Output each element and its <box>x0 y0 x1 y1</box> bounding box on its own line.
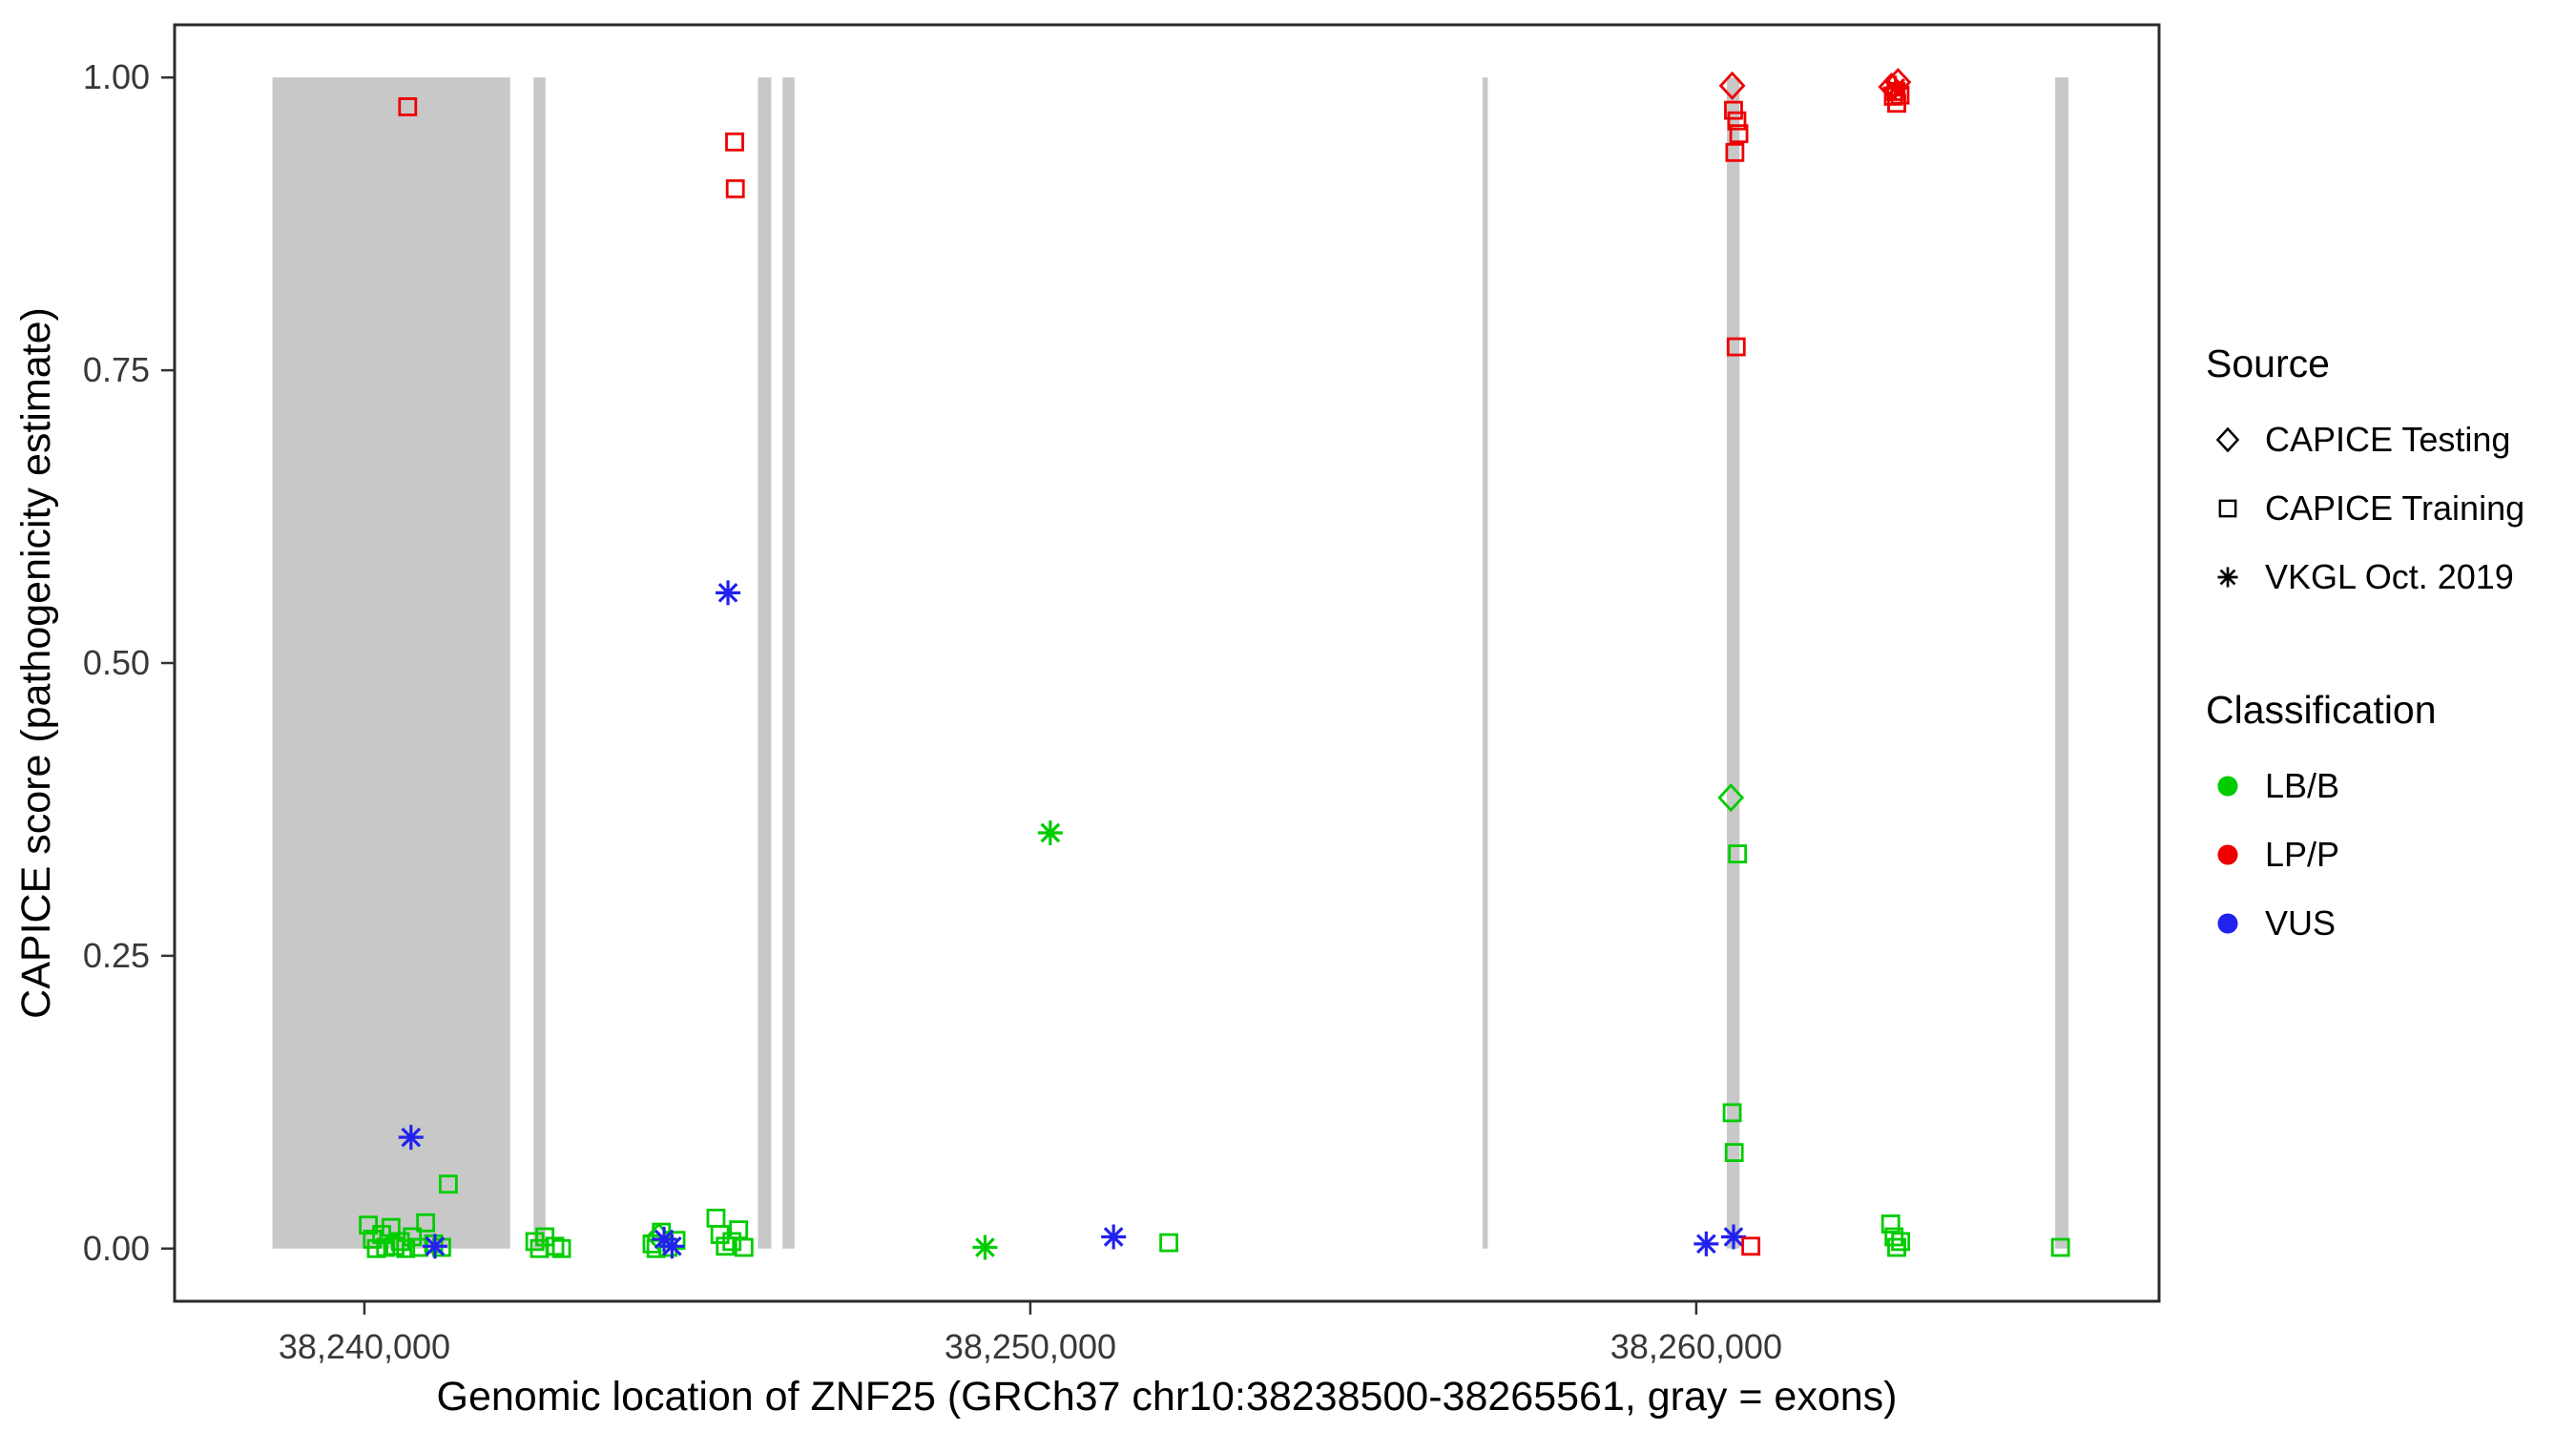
blue-dot-icon <box>2206 902 2250 945</box>
y-tick-label: 0.50 <box>83 643 150 682</box>
exon-band <box>1482 77 1488 1249</box>
legend-label-capice-training: CAPICE Training <box>2265 488 2525 528</box>
data-point-square <box>1887 1237 1906 1257</box>
legend-section-source: Source CAPICE Testing CAPICE Training <box>2206 342 2524 612</box>
green-dot-icon <box>2206 764 2250 808</box>
data-point-square <box>725 178 745 198</box>
panel-border <box>173 23 2161 1303</box>
exon-band <box>272 77 510 1249</box>
legend-classification-title: Classification <box>2206 688 2437 732</box>
legend-item-vkgl: VKGL Oct. 2019 <box>2206 543 2524 612</box>
data-point-square <box>706 1208 726 1228</box>
data-point-square <box>1728 844 1748 863</box>
data-point-square <box>551 1238 571 1258</box>
legend-item-vus: VUS <box>2206 889 2524 958</box>
data-point-square <box>729 1220 749 1240</box>
exon-band <box>533 77 546 1249</box>
data-point-square <box>1722 1103 1742 1123</box>
legend-item-lpp: LP/P <box>2206 820 2524 889</box>
data-point-asterisk <box>716 580 741 606</box>
legend-item-capice-training: CAPICE Training <box>2206 474 2524 543</box>
data-point-square <box>416 1213 436 1233</box>
exon-bands <box>272 77 2069 1249</box>
data-point-square <box>396 1238 416 1258</box>
data-point-asterisk <box>972 1234 998 1260</box>
data-point-square <box>734 1237 754 1257</box>
legend-section-classification: Classification LB/B LP/P VUS <box>2206 688 2524 958</box>
y-tick-label: 1.00 <box>83 57 150 96</box>
data-point-square <box>438 1174 458 1194</box>
data-point-square <box>725 132 744 152</box>
exon-band <box>2055 77 2069 1249</box>
legend-source-title: Source <box>2206 342 2330 385</box>
y-tick-label: 0.25 <box>83 936 150 975</box>
legend-label-vus: VUS <box>2265 903 2337 943</box>
exon-band <box>782 77 795 1249</box>
exon-band <box>758 77 772 1249</box>
asterisk-icon <box>2206 555 2250 599</box>
x-axis-title: Genomic location of ZNF25 (GRCh37 chr10:… <box>437 1374 1898 1420</box>
data-point-square <box>403 1227 423 1247</box>
y-tick-label: 0.00 <box>83 1229 150 1268</box>
legend-label-vkgl: VKGL Oct. 2019 <box>2265 557 2514 596</box>
data-point-square <box>1891 1232 1911 1252</box>
data-point-asterisk <box>659 1234 685 1259</box>
x-tick-label: 38,260,000 <box>1610 1327 1782 1366</box>
legend: Source CAPICE Testing CAPICE Training <box>2206 342 2524 958</box>
legend-item-lbb: LB/B <box>2206 752 2524 820</box>
data-point-square <box>1727 111 1747 131</box>
data-point-square <box>1880 1214 1901 1234</box>
data-point-asterisk <box>1101 1224 1127 1250</box>
y-axis-title: CAPICE score (pathogenicity estimate) <box>13 307 59 1019</box>
data-point-asterisk <box>1693 1231 1719 1256</box>
axis-ticks: 38,240,000 38,250,000 38,260,000 0.00 0.25 0.… <box>83 57 1782 1366</box>
diamond-icon <box>2206 418 2250 462</box>
legend-label-lbb: LB/B <box>2265 766 2340 805</box>
legend-item-capice-testing: CAPICE Testing <box>2206 405 2524 474</box>
data-points <box>359 68 2070 1260</box>
data-point-diamond <box>1717 783 1745 813</box>
exon-band <box>1727 77 1740 1249</box>
data-point-square <box>545 1236 565 1256</box>
red-dot-icon <box>2206 833 2250 877</box>
data-point-square <box>1724 100 1743 120</box>
square-icon <box>2206 487 2250 530</box>
data-point-square <box>1884 1227 1904 1247</box>
data-point-square <box>1741 1236 1761 1256</box>
x-tick-label: 38,240,000 <box>279 1327 450 1366</box>
data-point-square <box>1724 1143 1744 1163</box>
data-point-square <box>2050 1237 2070 1257</box>
data-point-square <box>722 1232 742 1252</box>
data-point-square <box>716 1236 736 1256</box>
data-point-square <box>1729 124 1749 144</box>
legend-label-capice-testing: CAPICE Testing <box>2265 420 2511 459</box>
data-point-diamond <box>645 1222 673 1252</box>
data-point-square <box>1725 142 1745 162</box>
data-point-asterisk <box>1882 75 1908 101</box>
data-point-asterisk <box>422 1234 447 1259</box>
data-point-asterisk <box>1037 819 1063 845</box>
data-point-square <box>1159 1233 1178 1253</box>
data-point-square <box>1726 337 1746 357</box>
data-point-square <box>398 97 418 116</box>
y-tick-label: 0.75 <box>83 350 150 389</box>
data-point-asterisk <box>398 1125 424 1151</box>
legend-label-lpp: LP/P <box>2265 835 2340 874</box>
data-point-diamond <box>1718 71 1746 100</box>
x-tick-label: 38,250,000 <box>945 1327 1116 1366</box>
